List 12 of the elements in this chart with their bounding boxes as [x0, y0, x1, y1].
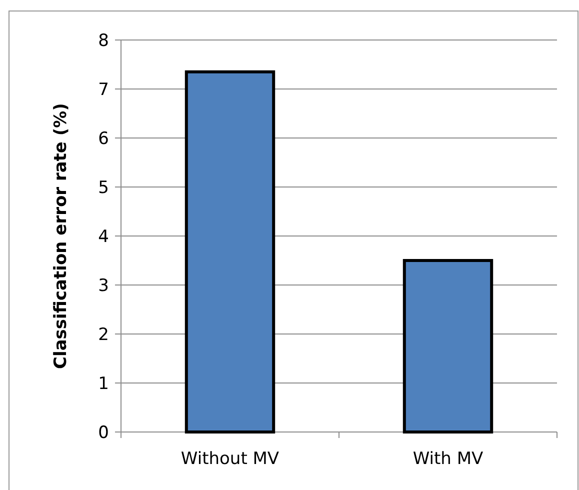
y-tick-label: 5	[98, 178, 109, 198]
y-tick-label: 6	[98, 128, 109, 149]
y-tick-label: 8	[98, 30, 109, 51]
y-axis-title: Classification error rate (%)	[51, 103, 71, 369]
y-tick-label: 1	[98, 374, 109, 394]
y-tick-label: 0	[98, 422, 109, 443]
x-tick-label: With MV	[412, 449, 484, 469]
y-tick-label: 2	[98, 324, 109, 345]
x-tick-label: Without MV	[180, 449, 280, 469]
y-tick-label: 7	[98, 80, 109, 100]
y-tick-label: 3	[98, 276, 109, 296]
y-tick-label: 4	[98, 226, 109, 247]
